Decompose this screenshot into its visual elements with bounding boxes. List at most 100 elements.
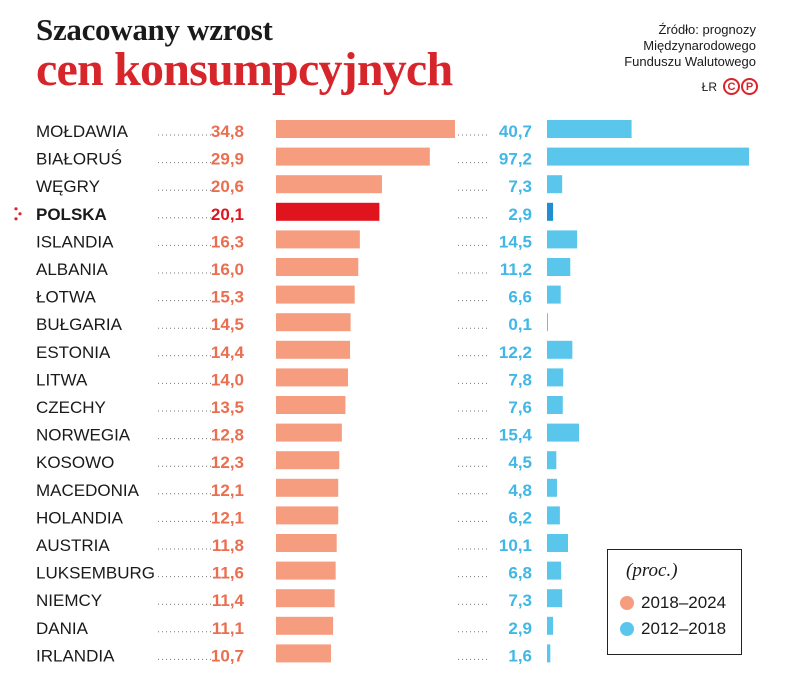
source-line: Międzynarodowego: [643, 38, 756, 53]
bar-2012-2018: [547, 285, 561, 304]
value-label-2018-2024: 29,9: [211, 150, 244, 169]
value-label-2018-2024: 15,3: [211, 288, 244, 307]
category-label: ŁOTWA: [36, 288, 96, 307]
value-label-2018-2024: 20,1: [211, 205, 244, 224]
bar-2012-2018: [547, 478, 557, 497]
bar-2018-2024: [276, 423, 342, 442]
value-label-2012-2018: 6,2: [508, 508, 532, 527]
legend: (proc.) 2018–2024 2012–2018: [607, 549, 742, 655]
legend-item: 2018–2024: [620, 590, 741, 616]
bar-2018-2024: [276, 230, 360, 249]
value-label-2012-2018: 2,9: [508, 619, 532, 638]
bar-2012-2018: [547, 147, 749, 166]
logo-letter: C: [723, 78, 740, 95]
bar-2018-2024: [276, 285, 355, 304]
value-label-2018-2024: 16,0: [211, 260, 244, 279]
legend-label: 2018–2024: [641, 593, 727, 612]
value-label-2018-2024: 20,6: [211, 177, 244, 196]
value-label-2018-2024: 12,8: [211, 426, 244, 445]
value-label-2012-2018: 11,2: [500, 260, 532, 279]
value-label-2012-2018: 7,6: [508, 398, 532, 417]
category-label: ALBANIA: [36, 260, 108, 279]
bar-2012-2018: [547, 368, 564, 387]
category-label: MOŁDAWIA: [36, 122, 129, 141]
bar-2012-2018: [547, 258, 571, 276]
bar-2018-2024: [276, 258, 359, 276]
value-label-2012-2018: 1,6: [508, 646, 532, 665]
category-label: BUŁGARIA: [36, 315, 123, 334]
bar-2012-2018: [547, 506, 560, 525]
value-label-2018-2024: 14,5: [211, 315, 244, 334]
category-label: AUSTRIA: [36, 536, 110, 555]
bar-2018-2024: [276, 616, 334, 635]
bar-2018-2024: [276, 120, 455, 138]
bar-2012-2018: [547, 313, 548, 332]
bar-2018-2024: [276, 506, 339, 525]
value-label-2018-2024: 12,1: [211, 481, 244, 500]
value-label-2012-2018: 2,9: [508, 205, 532, 224]
value-label-2018-2024: 10,7: [211, 646, 244, 665]
bar-2012-2018: [547, 230, 578, 249]
value-label-2012-2018: 7,3: [508, 591, 532, 610]
category-label: ESTONIA: [36, 343, 111, 362]
category-label: KOSOWO: [36, 453, 114, 472]
value-label-2018-2024: 34,8: [211, 122, 244, 141]
bar-2018-2024: [276, 396, 346, 414]
value-label-2018-2024: 11,4: [212, 591, 245, 610]
category-label: NIEMCY: [36, 591, 102, 610]
value-label-2012-2018: 40,7: [499, 122, 532, 141]
bar-2012-2018: [547, 423, 580, 442]
logo-letter: P: [741, 78, 758, 95]
category-label: WĘGRY: [36, 177, 100, 196]
bar-2012-2018: [547, 340, 573, 359]
category-label: NORWEGIA: [36, 426, 131, 445]
bar-2018-2024: [276, 561, 336, 580]
bar-2018-2024: [276, 147, 430, 166]
category-label: CZECHY: [36, 398, 106, 417]
legend-swatch: [620, 622, 634, 636]
author-initials: ŁR: [701, 79, 717, 94]
value-label-2012-2018: 0,1: [508, 315, 532, 334]
highlight-marker-dot: [14, 217, 18, 221]
highlight-marker-dot: [18, 212, 22, 216]
category-label: BIAŁORUŚ: [36, 150, 122, 169]
value-label-2018-2024: 14,0: [211, 370, 244, 389]
bar-2018-2024: [276, 478, 339, 497]
bar-2012-2018: [547, 120, 632, 138]
chart-title-line-1: Szacowany wzrost: [36, 12, 273, 47]
value-label-2018-2024: 11,1: [212, 619, 244, 638]
value-label-2012-2018: 10,1: [499, 536, 532, 555]
source-line: Źródło: prognozy: [658, 22, 756, 37]
credits: ŁR C P: [702, 78, 758, 95]
value-label-2012-2018: 97,2: [499, 150, 532, 169]
bar-2012-2018: [547, 616, 554, 635]
category-label: LUKSEMBURG: [36, 564, 155, 583]
source-note: Źródło: prognozy Międzynarodowego Fundus…: [624, 22, 756, 70]
category-label: DANIA: [36, 619, 89, 638]
bar-2018-2024: [276, 534, 337, 552]
value-label-2018-2024: 14,4: [211, 343, 245, 362]
value-label-2012-2018: 15,4: [499, 426, 533, 445]
value-label-2012-2018: 4,5: [508, 453, 532, 472]
value-label-2018-2024: 11,8: [212, 536, 244, 555]
bar-2018-2024: [276, 340, 351, 359]
bar-2012-2018: [547, 589, 563, 608]
value-label-2018-2024: 11,6: [212, 564, 244, 583]
value-label-2012-2018: 6,6: [508, 288, 532, 307]
category-label: HOLANDIA: [36, 508, 124, 527]
value-label-2018-2024: 12,1: [211, 508, 244, 527]
bar-2012-2018: [547, 202, 554, 221]
bar-2012-2018: [547, 561, 562, 580]
value-label-2012-2018: 12,2: [499, 343, 532, 362]
value-label-2018-2024: 16,3: [211, 232, 244, 251]
bar-2012-2018: [547, 396, 563, 414]
bar-2012-2018: [547, 175, 563, 194]
bar-2018-2024: [276, 313, 351, 332]
category-label: POLSKA: [36, 205, 107, 224]
legend-label: 2012–2018: [641, 619, 727, 638]
value-label-2018-2024: 13,5: [211, 398, 244, 417]
source-line: Funduszu Walutowego: [624, 54, 756, 69]
bar-2018-2024: [276, 451, 340, 470]
bar-2012-2018: [547, 534, 568, 552]
